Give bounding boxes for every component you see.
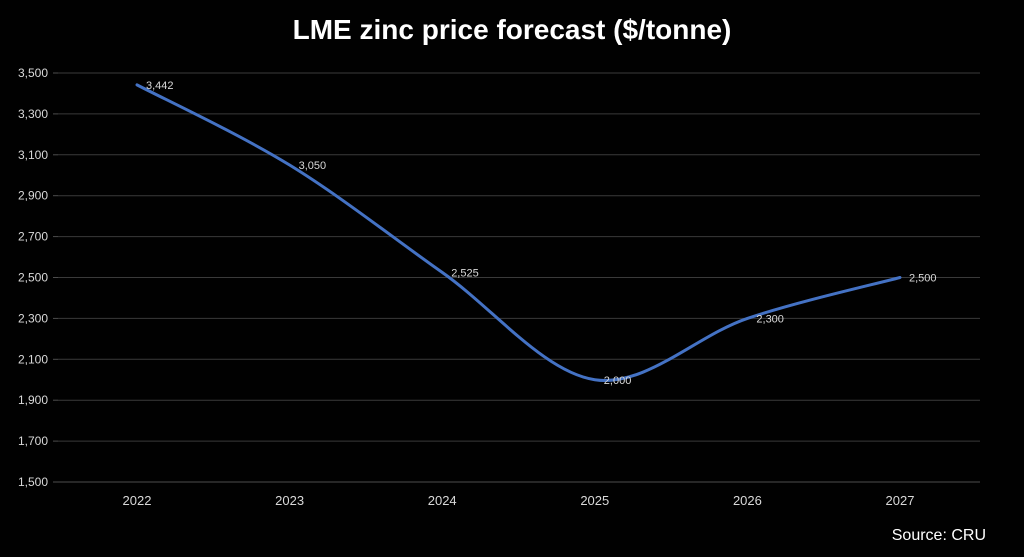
y-tick-label: 3,500	[18, 66, 48, 80]
source-label: Source: CRU	[891, 527, 986, 544]
data-label: 3,050	[299, 160, 327, 172]
data-label: 3,442	[146, 80, 174, 92]
x-tick-label: 2023	[275, 493, 304, 508]
data-label: 2,000	[604, 375, 632, 387]
y-tick-label: 1,500	[18, 475, 48, 489]
x-tick-label: 2026	[733, 493, 762, 508]
y-tick-label: 3,300	[18, 107, 48, 121]
y-tick-label: 2,100	[18, 352, 48, 366]
data-label: 2,525	[451, 267, 479, 279]
y-tick-label: 2,500	[18, 271, 48, 285]
x-tick-label: 2022	[123, 493, 152, 508]
chart-title: LME zinc price forecast ($/tonne)	[292, 14, 732, 45]
x-tick-label: 2024	[428, 493, 457, 508]
data-label: 2,300	[756, 313, 784, 325]
y-tick-label: 3,100	[18, 148, 48, 162]
x-tick-label: 2027	[886, 493, 915, 508]
data-label: 2,500	[909, 273, 937, 285]
x-tick-label: 2025	[580, 493, 609, 508]
y-tick-label: 2,300	[18, 311, 48, 325]
y-tick-label: 1,900	[18, 393, 48, 407]
y-tick-label: 2,900	[18, 189, 48, 203]
y-tick-label: 1,700	[18, 434, 48, 448]
y-tick-label: 2,700	[18, 230, 48, 244]
price-line	[135, 83, 902, 383]
